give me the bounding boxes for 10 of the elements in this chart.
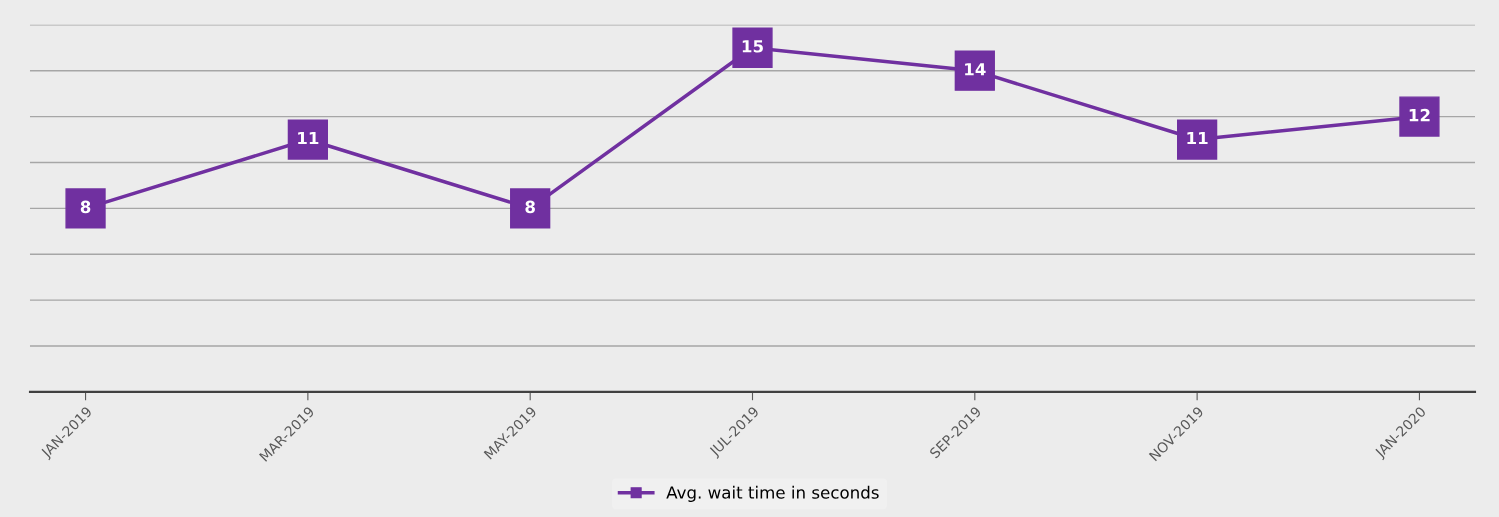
point bbox=[65, 188, 106, 229]
point bbox=[510, 188, 551, 229]
data-label: 14 bbox=[965, 63, 986, 76]
data-label: 11 bbox=[298, 131, 319, 145]
data-label: 11 bbox=[1187, 131, 1208, 145]
data-label: 8 bbox=[80, 200, 91, 214]
data-label: 8 bbox=[525, 200, 535, 214]
data-label: 15 bbox=[742, 40, 763, 53]
legend-label: Avg. wait time in seconds bbox=[666, 485, 879, 502]
data-label: 12 bbox=[1409, 108, 1430, 122]
